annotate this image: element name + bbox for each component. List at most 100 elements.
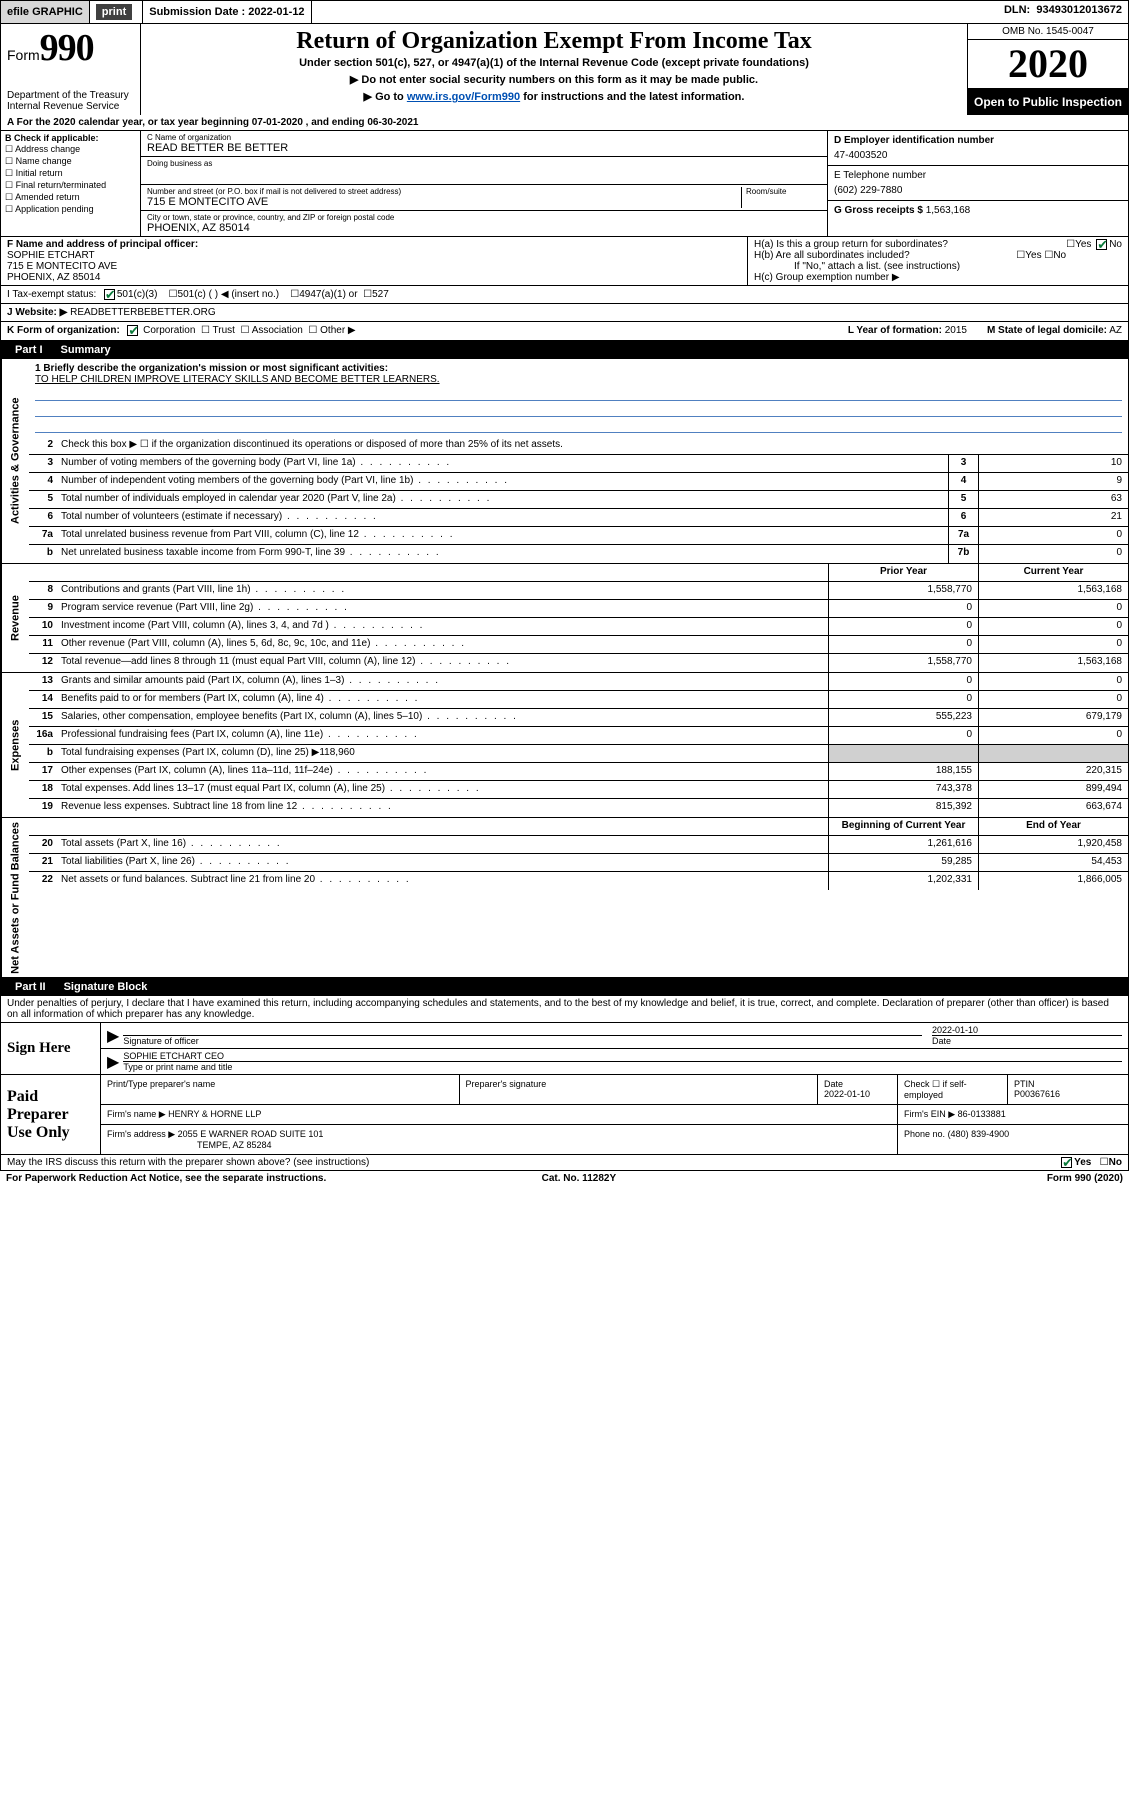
addr-label: Number and street (or P.O. box if mail i… [147, 187, 741, 196]
chk-501c3[interactable] [104, 289, 115, 300]
col-c: C Name of organization READ BETTER BE BE… [141, 131, 828, 236]
mission-line [35, 419, 1122, 433]
year-formation-label: L Year of formation: [848, 325, 942, 336]
footer-mid: Cat. No. 11282Y [542, 1173, 616, 1184]
gross-label: G Gross receipts $ [834, 205, 923, 216]
submission-label: Submission Date : [149, 6, 245, 18]
chk-name-change[interactable]: ☐ Name change [5, 156, 136, 167]
firm-ein: 86-0133881 [958, 1109, 1006, 1119]
summary-row: 9Program service revenue (Part VIII, lin… [29, 600, 1128, 618]
officer-addr2: PHOENIX, AZ 85014 [7, 272, 741, 283]
prep-selfemp: Check ☐ if self-employed [898, 1075, 1008, 1104]
net-header-row: Beginning of Current Year End of Year [29, 818, 1128, 836]
prep-name-label: Print/Type preparer's name [101, 1075, 460, 1104]
discuss-yes-checkbox[interactable] [1061, 1157, 1072, 1168]
firm-addr-label: Firm's address ▶ [107, 1129, 175, 1139]
prep-row-2: Firm's name ▶ HENRY & HORNE LLP Firm's E… [101, 1105, 1128, 1125]
ptin-label: PTIN [1014, 1079, 1122, 1089]
summary-row: 11Other revenue (Part VIII, column (A), … [29, 636, 1128, 654]
arrow-icon: ▶ [107, 1052, 119, 1072]
irs-link[interactable]: www.irs.gov/Form990 [407, 91, 520, 103]
chk-amended[interactable]: ☐ Amended return [5, 192, 136, 203]
revenue-header-row: Prior Year Current Year [29, 564, 1128, 582]
ptin-value: P00367616 [1014, 1089, 1122, 1099]
prep-date: 2022-01-10 [824, 1089, 891, 1099]
ein-value: 47-4003520 [834, 150, 1122, 161]
chk-corporation[interactable] [127, 325, 138, 336]
col-f: F Name and address of principal officer:… [1, 237, 748, 285]
chk-app-pending[interactable]: ☐ Application pending [5, 204, 136, 215]
discuss-row: May the IRS discuss this return with the… [0, 1155, 1129, 1171]
sig-name-label: Type or print name and title [123, 1061, 1122, 1072]
vtab-netassets: Net Assets or Fund Balances [1, 818, 29, 978]
chk-address-change[interactable]: ☐ Address change [5, 144, 136, 155]
sign-here-label: Sign Here [1, 1023, 101, 1074]
line-a: A For the 2020 calendar year, or tax yea… [0, 115, 1129, 131]
vtab-revenue: Revenue [1, 564, 29, 672]
firm-name: HENRY & HORNE LLP [168, 1109, 261, 1119]
city-value: PHOENIX, AZ 85014 [147, 222, 821, 234]
row-k: K Form of organization: Corporation ☐ Tr… [0, 322, 1129, 340]
arrow-icon: ▶ [107, 1026, 119, 1046]
summary-row: 2Check this box ▶ ☐ if the organization … [29, 437, 1128, 455]
sig-date: 2022-01-10 [932, 1025, 1122, 1035]
firm-phone-label: Phone no. [904, 1129, 945, 1139]
part2-title: Signature Block [64, 981, 148, 993]
part1-num: Part I [7, 344, 51, 356]
sign-here-block: Sign Here ▶ Signature of officer 2022-01… [0, 1023, 1129, 1075]
print-button[interactable]: print [96, 4, 132, 20]
part2-header: Part II Signature Block [0, 978, 1129, 996]
dln-value: 93493012013672 [1036, 4, 1122, 16]
current-year-hdr: Current Year [978, 564, 1128, 581]
firm-phone: (480) 839-4900 [948, 1129, 1010, 1139]
summary-row: 3Number of voting members of the governi… [29, 455, 1128, 473]
sig-date-label: Date [932, 1035, 1122, 1046]
block-bcdeg: B Check if applicable: ☐ Address change … [0, 131, 1129, 237]
summary-row: 15Salaries, other compensation, employee… [29, 709, 1128, 727]
hb-note: If "No," attach a list. (see instruction… [754, 261, 1122, 272]
summary-row: 18Total expenses. Add lines 13–17 (must … [29, 781, 1128, 799]
summary-row: bTotal fundraising expenses (Part IX, co… [29, 745, 1128, 763]
summary-row: 7aTotal unrelated business revenue from … [29, 527, 1128, 545]
summary-row: 8Contributions and grants (Part VIII, li… [29, 582, 1128, 600]
sub3-post: for instructions and the latest informat… [520, 91, 744, 103]
row-i: I Tax-exempt status: 501(c)(3) ☐ 501(c) … [0, 286, 1129, 304]
form-header: Form990 Department of the Treasury Inter… [0, 24, 1129, 115]
room-label: Room/suite [746, 187, 821, 196]
chk-initial-return[interactable]: ☐ Initial return [5, 168, 136, 179]
mission-q: 1 Briefly describe the organization's mi… [35, 363, 388, 374]
mission-block: 1 Briefly describe the organization's mi… [29, 359, 1128, 437]
chk-final-return[interactable]: ☐ Final return/terminated [5, 180, 136, 191]
ein-row: D Employer identification number 47-4003… [828, 131, 1128, 166]
org-name: READ BETTER BE BETTER [147, 142, 821, 154]
form-number: Form990 [7, 26, 134, 70]
summary-row: 12Total revenue—add lines 8 through 11 (… [29, 654, 1128, 672]
sub3-pre: ▶ Go to [364, 91, 407, 103]
footer-left: For Paperwork Reduction Act Notice, see … [6, 1173, 326, 1184]
form-title: Return of Organization Exempt From Incom… [149, 28, 959, 55]
top-bar: efile GRAPHIC print Submission Date : 20… [0, 0, 1129, 24]
phone-value: (602) 229-7880 [834, 185, 1122, 196]
phone-row: E Telephone number (602) 229-7880 [828, 166, 1128, 201]
ha-no-checkbox[interactable] [1096, 239, 1107, 250]
expenses-section: Expenses 13Grants and similar amounts pa… [0, 673, 1129, 818]
year-formation: 2015 [945, 325, 967, 336]
dln-cell: DLN: 93493012013672 [998, 1, 1128, 23]
omb-number: OMB No. 1545-0047 [968, 24, 1128, 40]
col-b: B Check if applicable: ☐ Address change … [1, 131, 141, 236]
officer-label: F Name and address of principal officer: [7, 239, 198, 250]
summary-row: 20Total assets (Part X, line 16)1,261,61… [29, 836, 1128, 854]
firm-name-label: Firm's name ▶ [107, 1109, 166, 1119]
website-label: J Website: ▶ [7, 307, 67, 318]
sig-name: SOPHIE ETCHART CEO [123, 1051, 1122, 1061]
dept-treasury: Department of the Treasury Internal Reve… [7, 90, 134, 112]
paid-preparer-block: Paid Preparer Use Only Print/Type prepar… [0, 1075, 1129, 1155]
prep-row-1: Print/Type preparer's name Preparer's si… [101, 1075, 1128, 1105]
revenue-section: Revenue Prior Year Current Year 8Contrib… [0, 564, 1129, 673]
summary-row: 19Revenue less expenses. Subtract line 1… [29, 799, 1128, 817]
footer-right: Form 990 (2020) [1047, 1173, 1123, 1184]
gross-value: 1,563,168 [926, 205, 971, 216]
ha-row: H(a) Is this a group return for subordin… [754, 239, 1122, 250]
officer-addr1: 715 E MONTECITO AVE [7, 261, 741, 272]
netassets-section: Net Assets or Fund Balances Beginning of… [0, 818, 1129, 979]
